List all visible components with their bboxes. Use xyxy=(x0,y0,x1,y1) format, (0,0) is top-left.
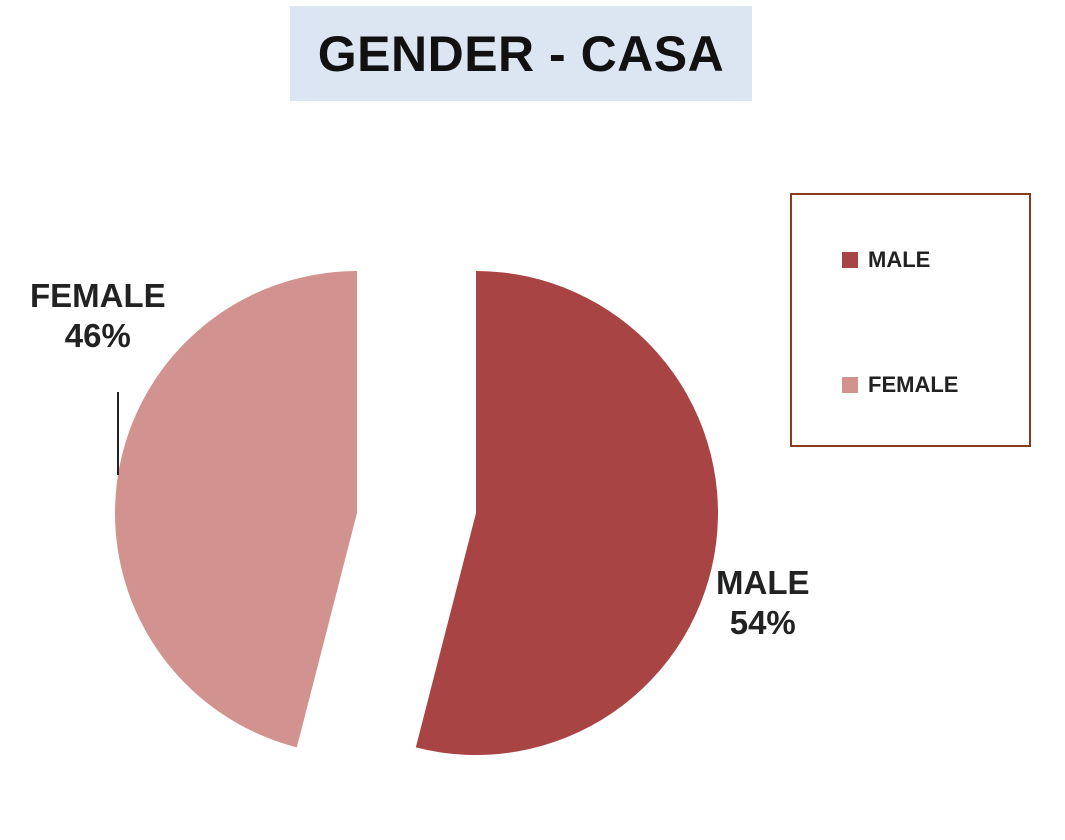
data-label-female-pct: 46% xyxy=(64,316,131,354)
data-label-female: FEMALE 46% xyxy=(30,276,166,355)
legend-label-female: FEMALE xyxy=(868,372,959,397)
legend-item-female: FEMALE xyxy=(842,372,958,398)
data-label-female-name: FEMALE xyxy=(30,277,166,314)
data-label-male-name: MALE xyxy=(716,564,810,601)
chart-title-box: GENDER - CASA xyxy=(290,6,752,101)
legend-swatch-male xyxy=(842,252,858,268)
data-label-male: MALE 54% xyxy=(716,563,810,642)
legend-swatch-female xyxy=(842,377,858,393)
chart-title: GENDER - CASA xyxy=(317,25,725,82)
pie-slice-male xyxy=(415,271,719,755)
legend-label-male: MALE xyxy=(868,247,931,272)
legend-item-male: MALE xyxy=(842,247,930,273)
legend: MALE FEMALE xyxy=(790,193,1031,447)
pie-slice-female xyxy=(115,271,358,748)
data-label-male-pct: 54% xyxy=(729,603,796,641)
